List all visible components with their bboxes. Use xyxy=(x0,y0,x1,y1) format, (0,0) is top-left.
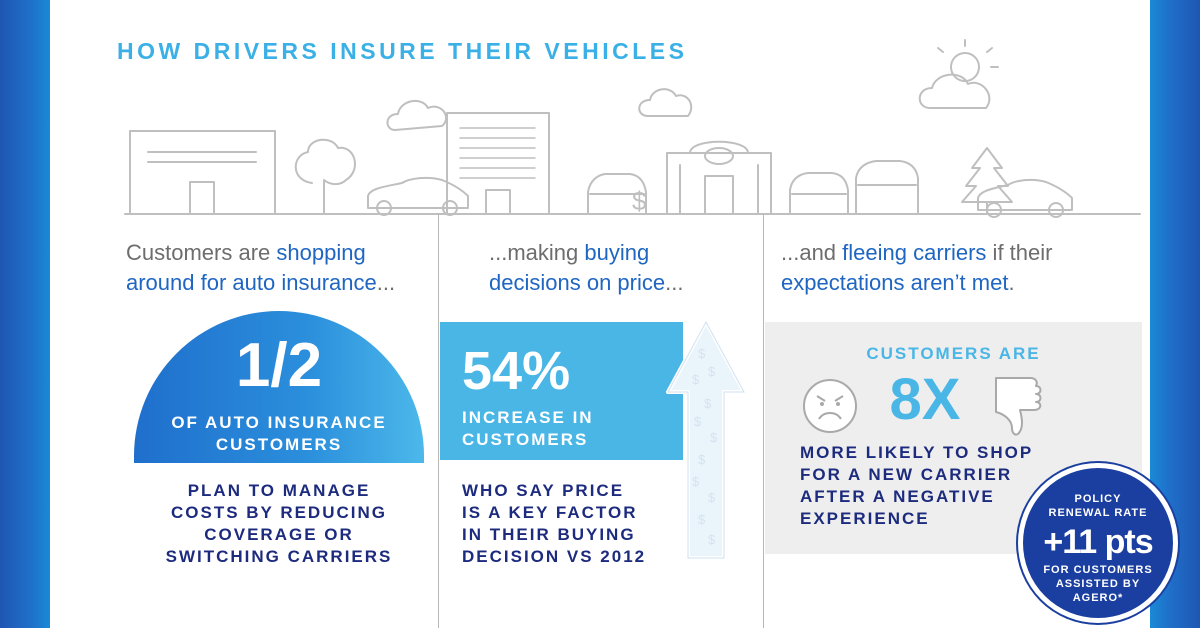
tree-icon xyxy=(294,138,356,214)
svg-text:$: $ xyxy=(704,396,712,411)
svg-text:$: $ xyxy=(708,364,716,379)
column-divider xyxy=(438,214,439,628)
svg-text:$: $ xyxy=(698,452,706,467)
stat-top-label: CUSTOMERS ARE xyxy=(866,344,1041,363)
pine-tree-icon xyxy=(961,147,1013,215)
svg-text:$: $ xyxy=(632,186,647,216)
cloud-icon xyxy=(918,73,991,109)
col1-body: PLAN TO MANAGE COSTS BY REDUCING COVERAG… xyxy=(165,481,393,566)
renewal-rate-badge: POLICY RENEWAL RATE +11 pts FOR CUSTOMER… xyxy=(1018,463,1178,623)
stat-percent: 54% xyxy=(462,341,571,401)
sun-icon xyxy=(950,52,980,82)
stat-box xyxy=(440,322,683,460)
svg-text:$: $ xyxy=(708,490,716,505)
dealership-icon xyxy=(666,152,772,215)
svg-text:$: $ xyxy=(708,532,716,547)
svg-text:$: $ xyxy=(692,372,700,387)
cloud-icon xyxy=(638,88,693,117)
svg-text:$: $ xyxy=(692,474,700,489)
cloud-icon xyxy=(386,99,447,131)
page-title: HOW DRIVERS INSURE THEIR VEHICLES xyxy=(117,38,688,64)
car-front-icon xyxy=(855,160,919,214)
building-icon xyxy=(129,130,276,215)
col3-body: MORE LIKELY TO SHOP FOR A NEW CARRIER AF… xyxy=(800,443,1034,528)
stat-half: 1/2 xyxy=(235,331,323,400)
thumbs-down-icon xyxy=(995,377,1042,436)
col2-heading: ...making buying decisions on price... xyxy=(489,240,684,295)
col2-body: WHO SAY PRICE IS A KEY FACTOR IN THEIR B… xyxy=(462,481,647,566)
col1-heading: Customers are shopping around for auto i… xyxy=(126,240,396,295)
badge-value: +11 pts xyxy=(1043,523,1153,561)
sad-face-icon xyxy=(803,379,857,433)
svg-text:$: $ xyxy=(698,346,706,361)
stat-multiplier: 8X xyxy=(889,367,961,432)
car-front-icon xyxy=(587,173,647,214)
stat-label: INCREASE IN CUSTOMERS xyxy=(462,408,594,449)
svg-text:$: $ xyxy=(694,414,702,429)
svg-text:$: $ xyxy=(698,512,706,527)
up-arrow-dollar-icon: $$$ $$$ $$$ $$ xyxy=(666,320,746,560)
city-skyline-illustration: $ xyxy=(124,39,1141,218)
car-icon xyxy=(977,178,1073,211)
column-divider xyxy=(763,214,764,628)
car-icon xyxy=(367,176,469,209)
col3-heading: ...and fleeing carriers if their expecta… xyxy=(781,240,1053,295)
car-front-icon xyxy=(789,172,849,214)
stat-label: OF AUTO INSURANCE CUSTOMERS xyxy=(171,413,387,454)
svg-text:$: $ xyxy=(710,430,718,445)
